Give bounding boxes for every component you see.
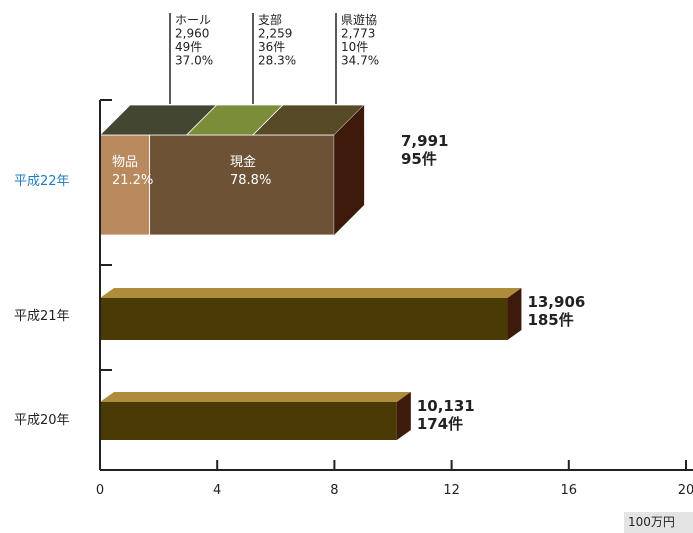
callout-text-0-2: 49件 [175, 40, 202, 54]
bar-1-top [100, 288, 522, 298]
value-label-2: 10,131 [417, 397, 475, 415]
callout-text-0-1: 2,960 [175, 27, 209, 41]
category-label-1: 平成21年 [14, 309, 70, 324]
count-label-1: 185件 [527, 311, 573, 329]
segment-type-1 [149, 134, 335, 236]
callout-text-2-1: 2,773 [341, 27, 375, 41]
value-label-0: 7,991 [401, 132, 448, 150]
x-tick-label-2: 8 [330, 483, 338, 498]
bar-1-side [507, 288, 522, 340]
bar-0-side [334, 105, 365, 235]
value-label-1: 13,906 [527, 293, 585, 311]
count-label-2: 174件 [417, 415, 463, 433]
callout-text-1-2: 36件 [258, 40, 285, 54]
bar-1-front [100, 298, 508, 340]
callout-text-1-0: 支部 [258, 12, 282, 27]
count-label-0: 95件 [401, 150, 437, 168]
callout-text-2-0: 県遊協 [341, 12, 377, 27]
callout-text-1-3: 28.3% [258, 54, 296, 68]
x-tick-label-0: 0 [96, 483, 104, 498]
bars-layer [99, 104, 522, 440]
axis-layer: 0 4 8 12 16 20 [96, 99, 693, 498]
category-label-0: 平成22年 [14, 174, 70, 189]
segment-type-label-1: 現金 [230, 154, 256, 170]
segment-type-percent-1: 78.8% [230, 173, 271, 188]
segment-type-0 [99, 134, 151, 236]
category-label-2: 平成20年 [14, 413, 70, 428]
x-tick-label-5: 20 [678, 483, 693, 498]
callout-text-0-3: 37.0% [175, 54, 213, 68]
callout-text-0-0: ホール [175, 13, 211, 27]
x-tick-label-4: 16 [561, 483, 578, 498]
callout-text-1-1: 2,259 [258, 27, 292, 41]
segment-type-label-0: 物品 [112, 155, 138, 170]
callout-text-2-3: 34.7% [341, 54, 379, 68]
bar-2-front [100, 402, 397, 440]
callout-text-2-2: 10件 [341, 40, 368, 54]
x-tick-label-1: 4 [213, 483, 221, 498]
bar-2-top [100, 392, 411, 402]
bar-2-side [396, 392, 411, 440]
unit-label: 100万円 [624, 512, 693, 533]
x-tick-label-3: 12 [443, 483, 460, 498]
segment-type-percent-0: 21.2% [112, 173, 153, 188]
